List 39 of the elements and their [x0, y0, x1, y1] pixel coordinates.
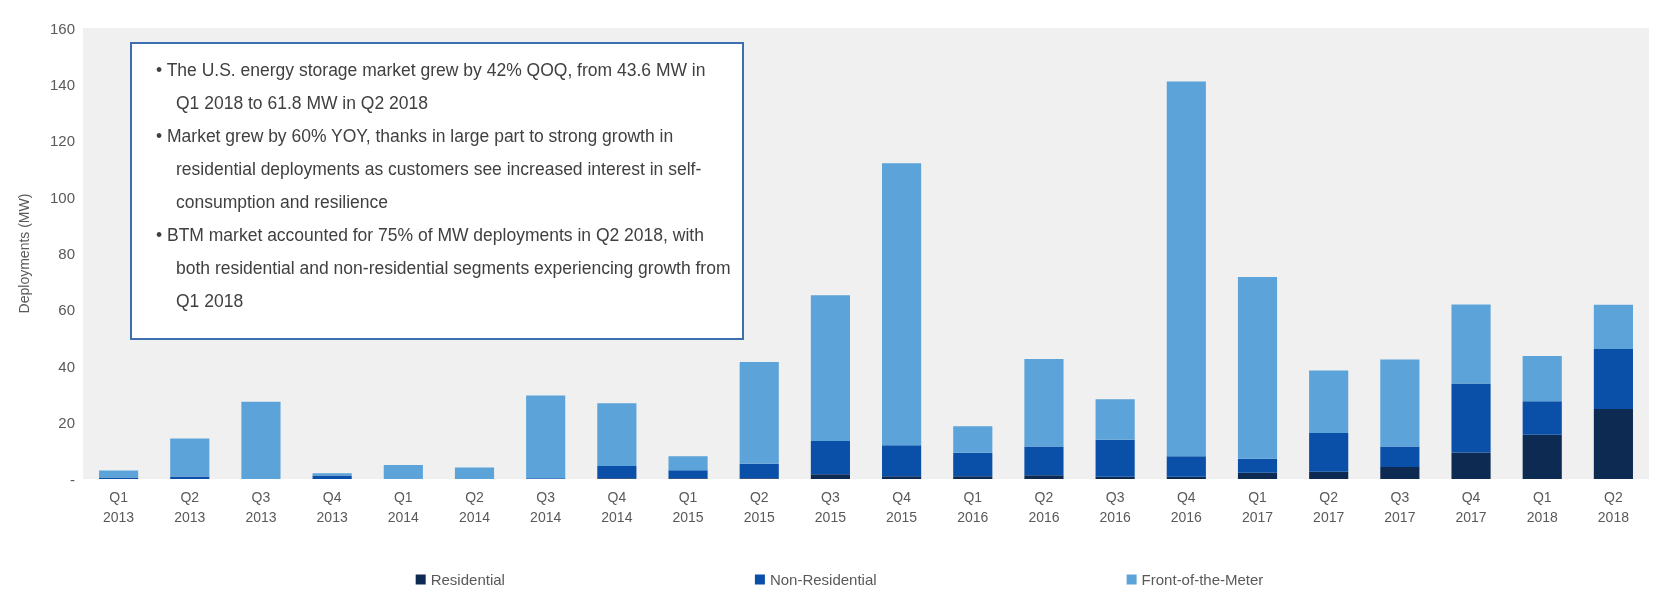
annotation: • BTM market accounted for 75% of MW deployments in Q2 2018, with both residential and non-residential segments experiencing growth from Q1 2018: [155, 224, 731, 313]
x-tick-label: Q2 2013: [174, 489, 206, 525]
x-tick-label: Q1 2017: [1241, 489, 1274, 525]
y-tick-label: 160: [49, 19, 75, 37]
x-tick-label: Q4 2017: [1455, 489, 1487, 525]
x-tick-label: Q2 2016: [1028, 489, 1060, 525]
x-tick-label: Q1 2016: [957, 489, 989, 525]
legend-label: Front-of-the-Meter: [1141, 571, 1264, 588]
y-tick-label: 20: [58, 414, 75, 432]
x-tick-label: Q4 2016: [1170, 489, 1203, 525]
legend-label: Non-Residential: [769, 571, 877, 588]
x-tick-label: Q4 2014: [601, 489, 633, 525]
annotation: • The U.S. energy storage market grew by 42% QOQ, from 43.6 MW in Q1 2018 to 61.8 MW in Q2 2018: [155, 59, 707, 115]
x-tick-label: Q3 2017: [1384, 489, 1416, 525]
x-tick-label: Q3 2014: [530, 489, 562, 525]
x-tick-label: Q4 2015: [886, 489, 918, 525]
y-tick-label: 120: [49, 132, 75, 150]
note-box: • The U.S. energy storage market grew by 42% QOQ, from 43.6 MW in Q1 2018 to 61.8 MW in Q2 2018 • Market grew by 60% YOY, thanks in large part to strong growth in residential deployments as customers see increased interest in self-consumption and resilience • BTM market accounted for 75% of MW deployments in Q2 2018, with both residential and non-residential segments experiencing growth from Q1 2018: [130, 42, 744, 340]
x-tick-label: Q2 2014: [458, 489, 491, 525]
x-tick-label: Q1 2013: [103, 489, 135, 525]
x-tick-label: Q2 2015: [743, 489, 776, 525]
x-tick-label: Q1 2014: [387, 489, 420, 525]
y-tick-label: 60: [58, 301, 75, 319]
x-tick-label: Q3 2013: [245, 489, 277, 525]
y-tick-label: 140: [49, 75, 75, 93]
x-tick-label: Q3 2016: [1099, 489, 1131, 525]
x-tick-label: Q2 2018: [1597, 489, 1630, 525]
y-tick-label: 100: [49, 188, 75, 206]
y-tick-label: 40: [58, 357, 75, 375]
x-tick-label: Q2 2017: [1313, 489, 1345, 525]
legend-label: Residential: [430, 571, 505, 588]
x-tick-label: Q3 2015: [814, 489, 847, 525]
x-tick-label: Q4 2013: [316, 489, 348, 525]
y-tick-label: -: [70, 470, 75, 488]
y-axis-title: Deployments (MW): [16, 193, 32, 314]
y-tick-label: 80: [58, 245, 75, 262]
annotation: • Market grew by 60% YOY, thanks in large part to strong growth in residential deployments as customers see increased interest in self-consumption and resilience: [155, 125, 703, 214]
x-tick-label: Q1 2018: [1526, 489, 1559, 525]
x-tick-label: Q1 2015: [672, 489, 704, 525]
